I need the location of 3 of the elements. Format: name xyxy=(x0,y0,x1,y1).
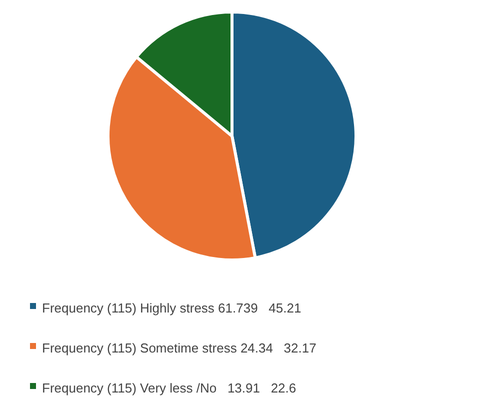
legend-label: Frequency (115) Highly stress 61.739 45.21 xyxy=(42,300,302,316)
legend-label: Frequency (115) Very less /No 13.91 22.6 xyxy=(42,380,296,396)
legend-label: Frequency (115) Sometime stress 24.34 32.17 xyxy=(42,340,316,356)
